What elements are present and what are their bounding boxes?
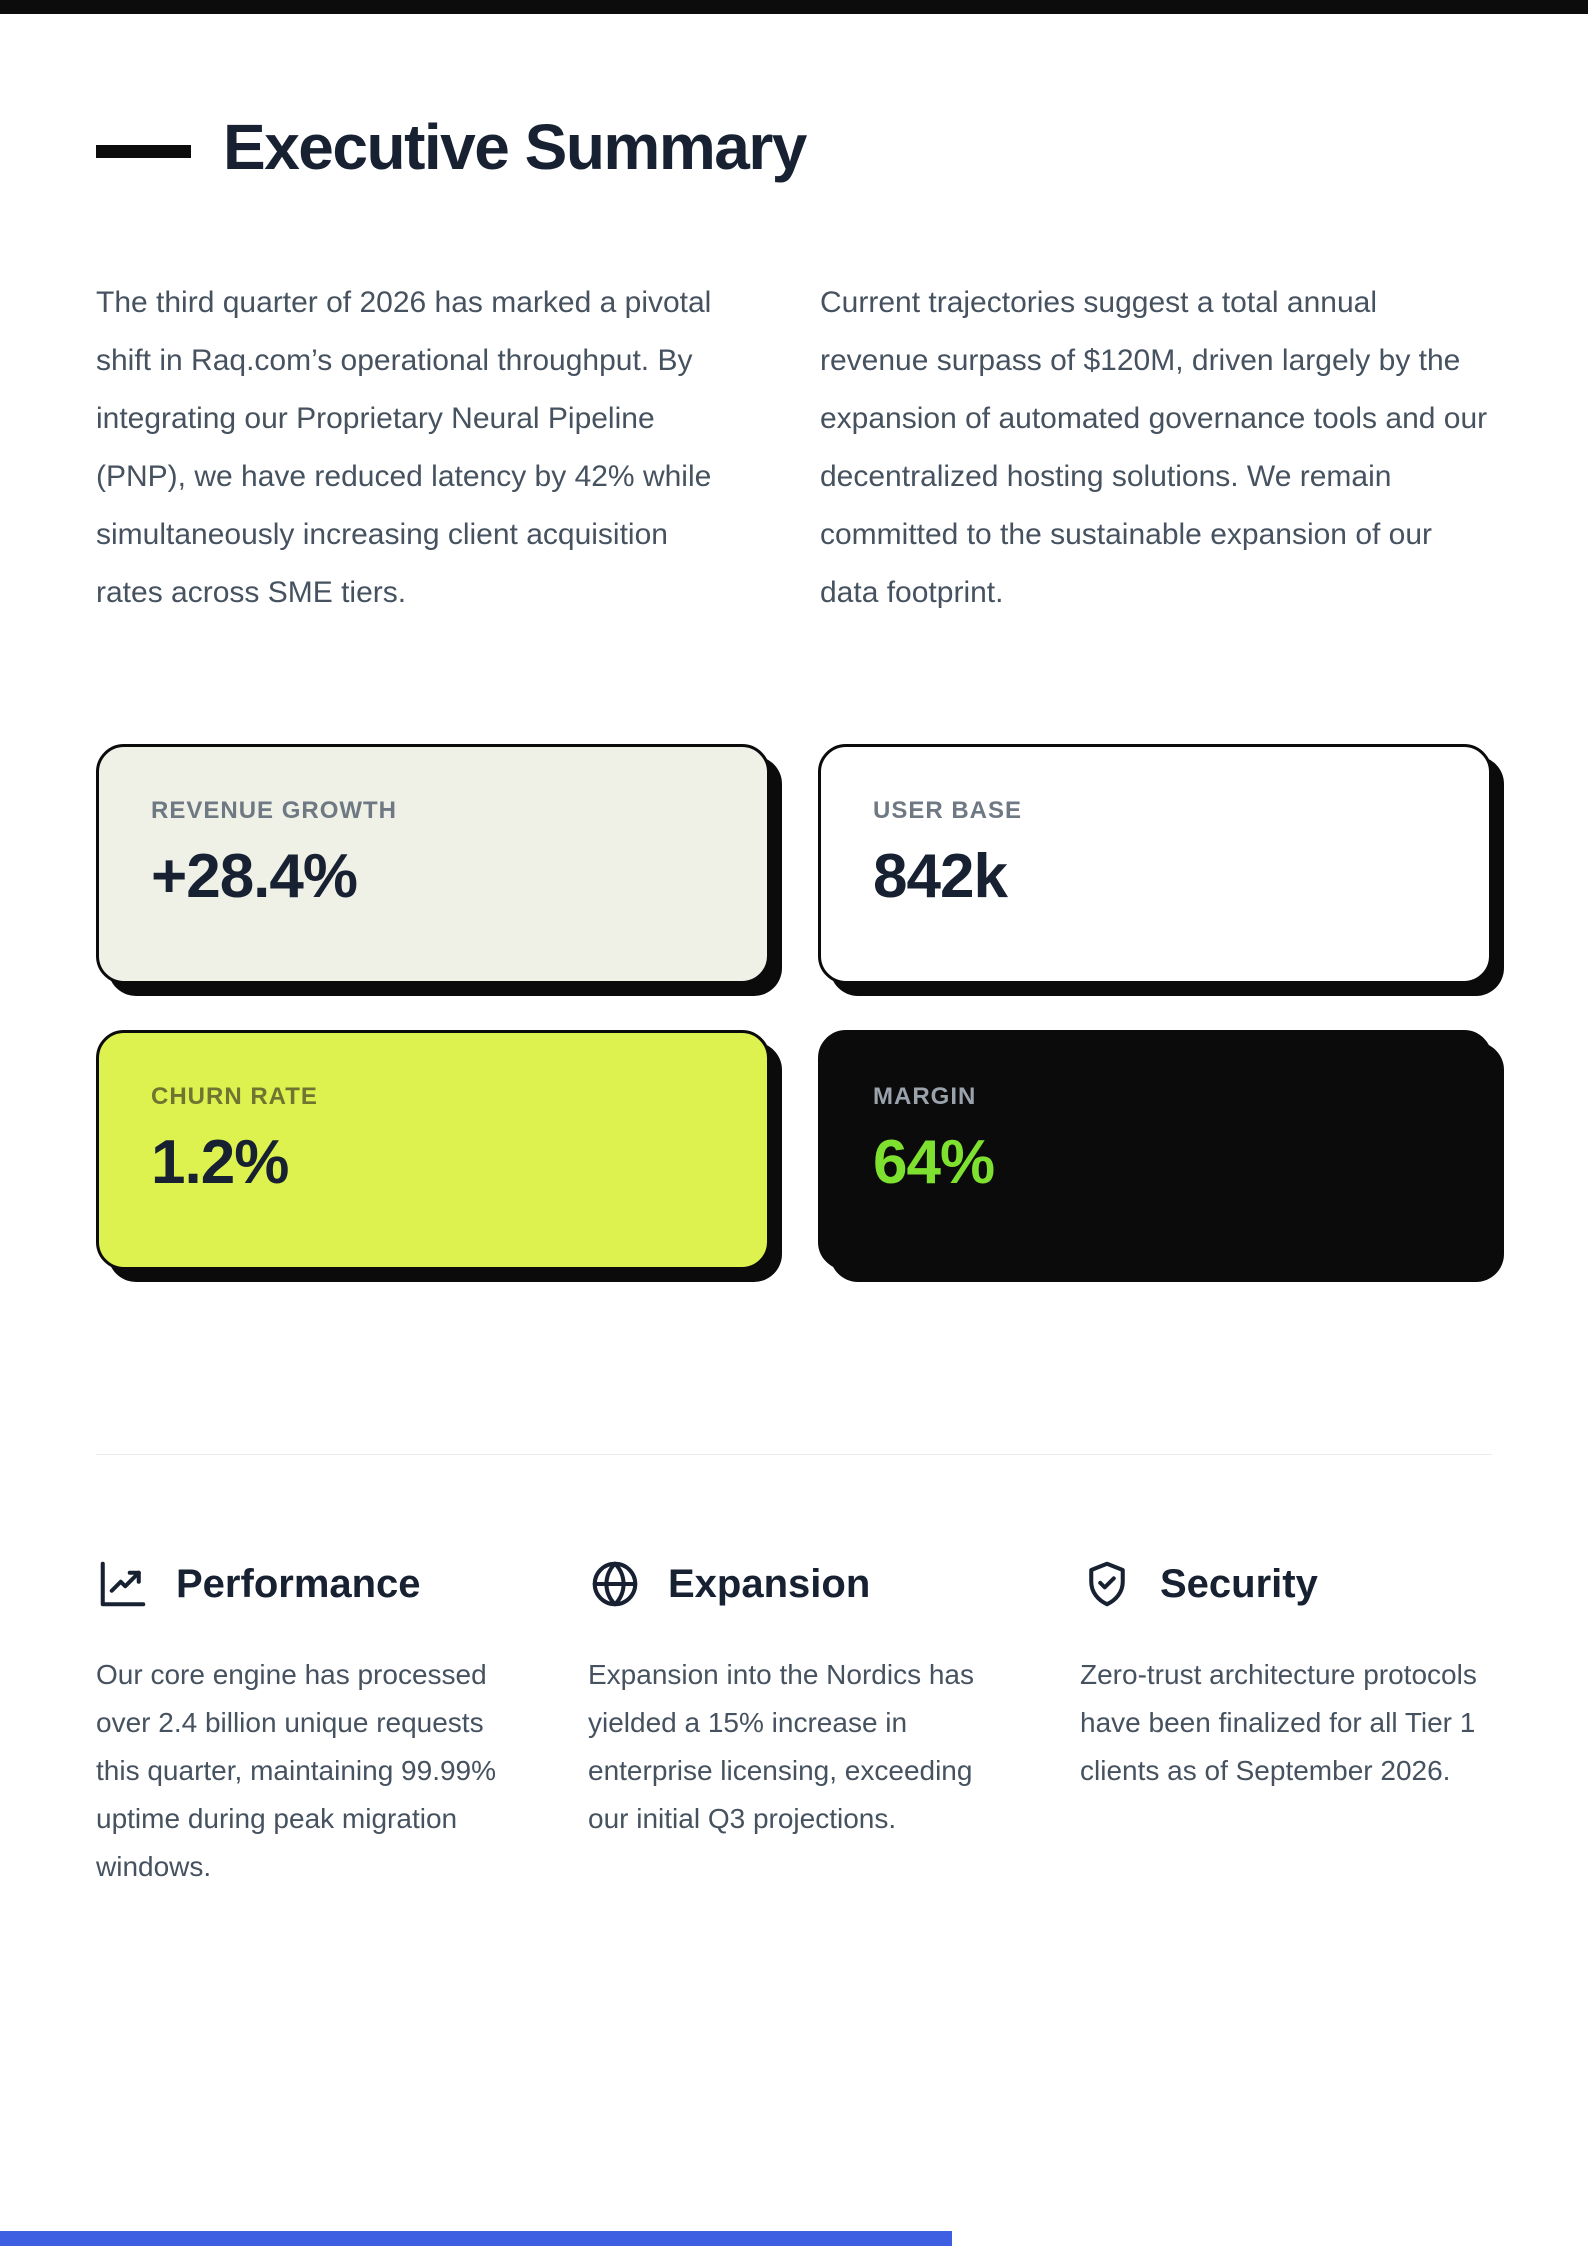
stat-card-margin: MARGIN 64% xyxy=(818,1030,1492,1270)
stat-card-user-base: USER BASE 842k xyxy=(818,744,1492,984)
top-accent-bar xyxy=(0,0,1588,14)
globe-icon xyxy=(588,1557,642,1611)
feature-text: Our core engine has processed over 2.4 b… xyxy=(96,1659,497,1882)
shield-check-icon xyxy=(1080,1557,1134,1611)
feature-security: Security Zero-trust architecture protoco… xyxy=(1080,1557,1492,1891)
feature-heading-row: Performance xyxy=(96,1557,508,1611)
feature-text: Zero-trust architecture protocols have b… xyxy=(1080,1659,1477,1786)
stat-label: CHURN RATE xyxy=(151,1083,318,1110)
page-content: Executive Summary The third quarter of 2… xyxy=(96,0,1492,1891)
stat-value: 64% xyxy=(873,1128,995,1197)
feature-heading-row: Expansion xyxy=(588,1557,1000,1611)
title-row: Executive Summary xyxy=(96,0,1492,184)
stat-label: USER BASE xyxy=(873,797,1023,824)
feature-title: Security xyxy=(1160,1561,1318,1606)
section-divider xyxy=(96,1454,1492,1455)
title-dash-rule xyxy=(96,144,191,158)
footer-accent-bar xyxy=(0,2231,952,2246)
feature-heading-row: Security xyxy=(1080,1557,1492,1611)
stat-label: MARGIN xyxy=(873,1083,977,1110)
stat-card-churn-rate: CHURN RATE 1.2% xyxy=(96,1030,770,1270)
stat-cards: REVENUE GROWTH +28.4% USER BASE 842k CHU… xyxy=(96,744,1492,1270)
feature-columns: Performance Our core engine has processe… xyxy=(96,1557,1492,1891)
stat-card-revenue-growth: REVENUE GROWTH +28.4% xyxy=(96,744,770,984)
stat-label: REVENUE GROWTH xyxy=(151,797,398,824)
stat-value: +28.4% xyxy=(151,842,358,911)
trend-chart-icon xyxy=(96,1557,150,1611)
intro-paragraphs: The third quarter of 2026 has marked a p… xyxy=(96,274,1492,622)
intro-paragraph-right: Current trajectories suggest a total ann… xyxy=(820,286,1488,609)
stat-value: 1.2% xyxy=(151,1128,289,1197)
feature-title: Performance xyxy=(176,1561,421,1606)
feature-performance: Performance Our core engine has processe… xyxy=(96,1557,508,1891)
page-title: Executive Summary xyxy=(223,111,807,183)
feature-text: Expansion into the Nordics has yielded a… xyxy=(588,1659,974,1834)
intro-paragraph-left: The third quarter of 2026 has marked a p… xyxy=(96,286,712,609)
feature-title: Expansion xyxy=(668,1561,871,1606)
stat-value: 842k xyxy=(873,842,1008,911)
feature-expansion: Expansion Expansion into the Nordics has… xyxy=(588,1557,1000,1891)
